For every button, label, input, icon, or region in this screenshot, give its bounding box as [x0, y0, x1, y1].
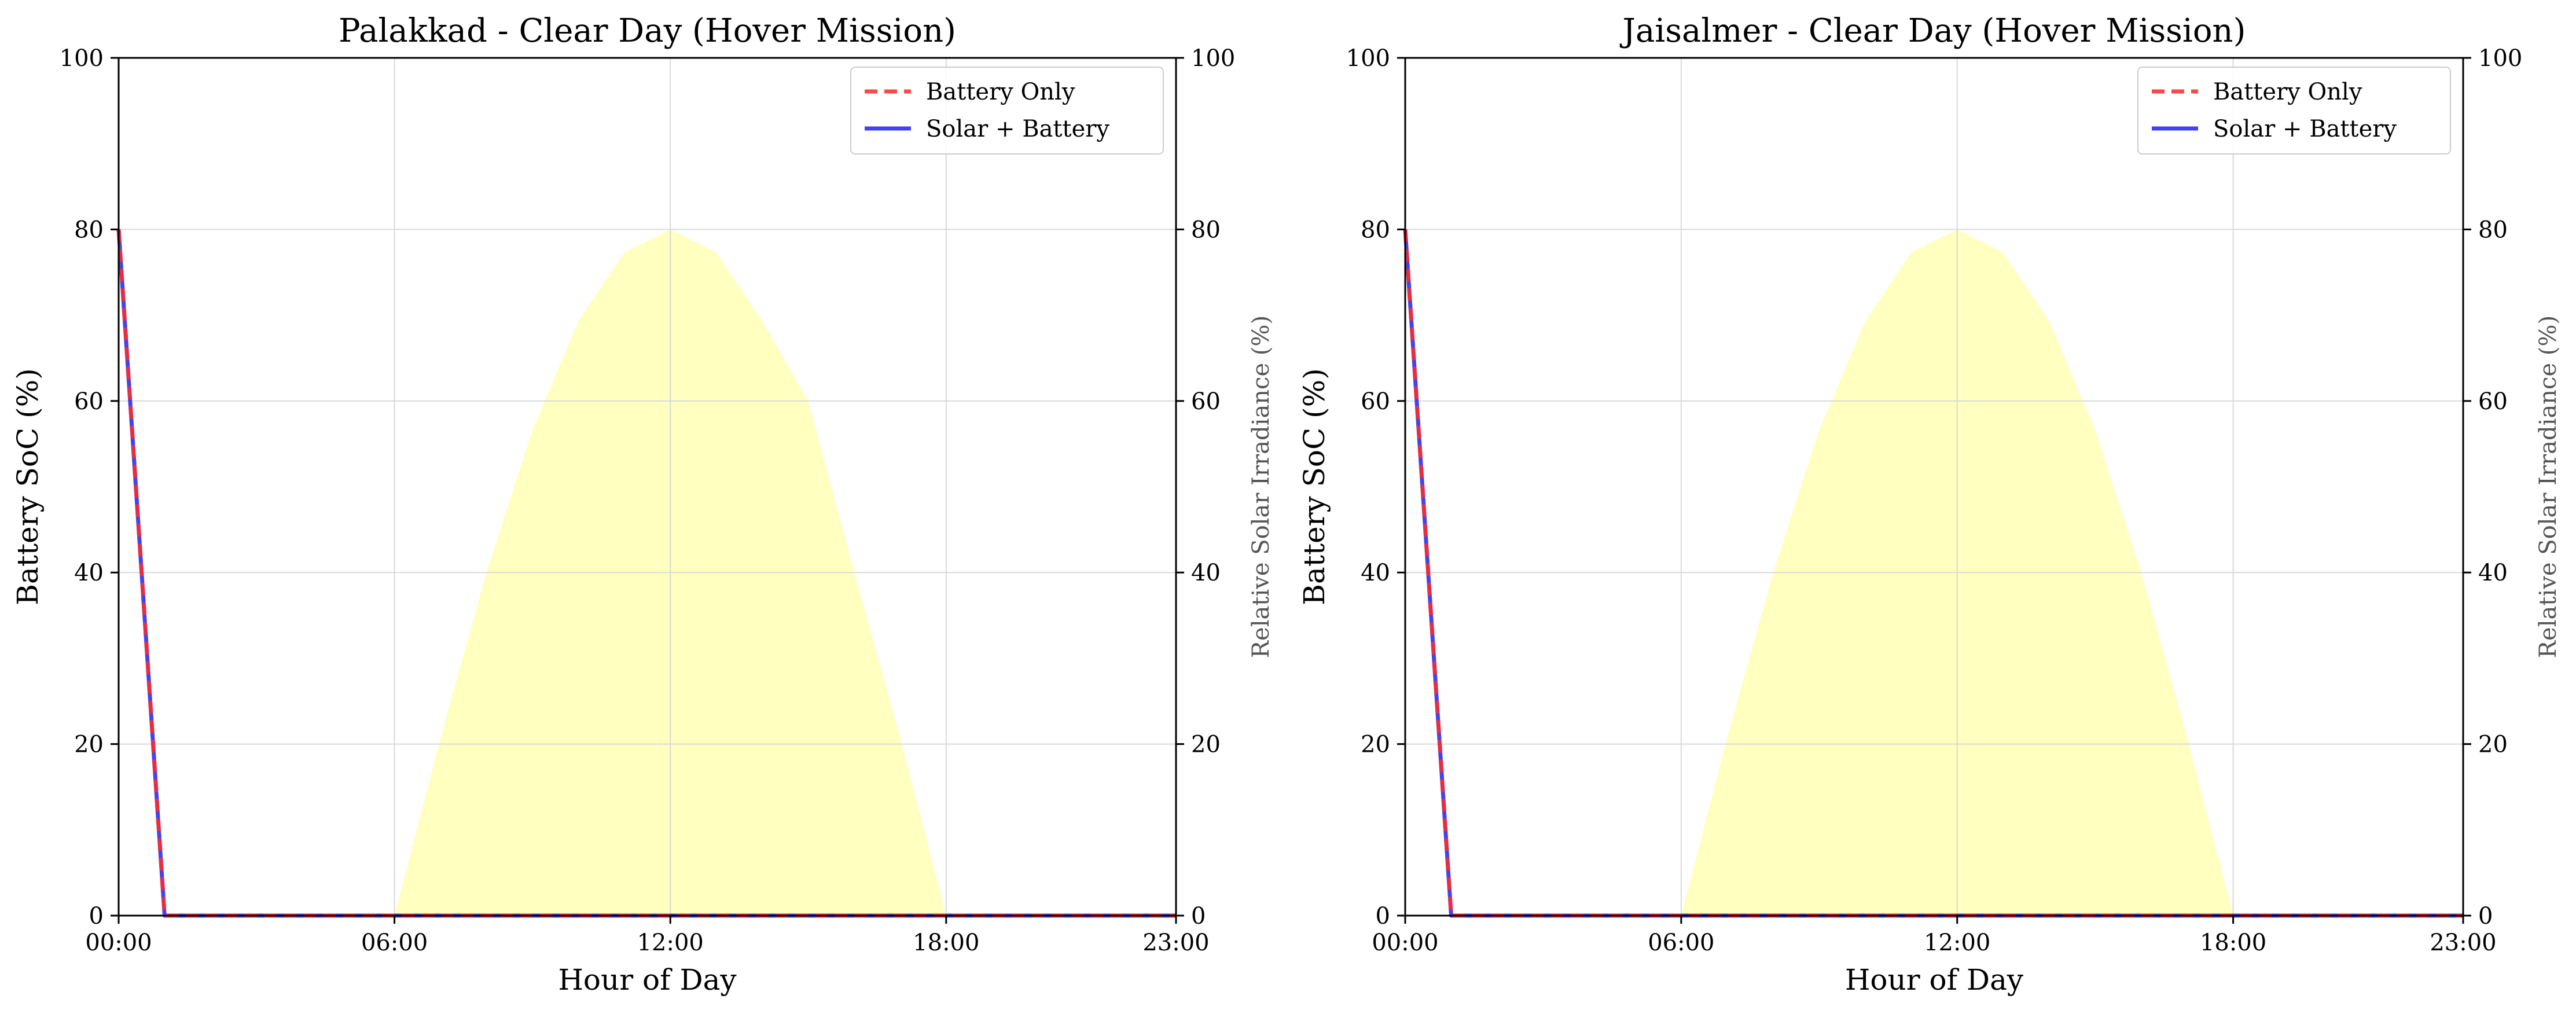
y-tick-label: 0	[1376, 903, 1390, 930]
y-axis-label: Battery SoC (%)	[1298, 368, 1331, 605]
y-axis-label: Battery SoC (%)	[11, 368, 45, 605]
legend-entry: Solar + Battery	[926, 116, 1109, 142]
chart-title: Palakkad - Clear Day (Hover Mission)	[339, 12, 956, 50]
x-tick-label: 00:00	[1372, 930, 1438, 956]
legend-entry: Solar + Battery	[2213, 116, 2397, 142]
x-tick-label: 18:00	[913, 930, 979, 956]
y2-tick-label: 20	[2478, 732, 2508, 758]
legend-entry: Battery Only	[926, 79, 1075, 105]
y2-tick-label: 80	[2478, 216, 2508, 243]
y2-tick-label: 40	[1191, 560, 1221, 586]
legend-entry: Battery Only	[2213, 79, 2362, 105]
y-tick-label: 100	[1346, 45, 1390, 72]
x-tick-label: 18:00	[2200, 930, 2266, 956]
y2-tick-label: 0	[2478, 903, 2493, 930]
y2-tick-label: 20	[1191, 732, 1221, 758]
x-tick-label: 06:00	[361, 930, 428, 956]
y-tick-label: 20	[1361, 732, 1390, 758]
y2-tick-label: 100	[2478, 45, 2522, 72]
plot-frame	[1404, 57, 2464, 917]
x-axis-label: Hour of Day	[558, 963, 737, 997]
legend: Battery Only Solar + Battery	[2137, 67, 2451, 155]
y2-tick-label: 100	[1191, 45, 1235, 72]
y-tick-label: 60	[1361, 388, 1390, 415]
x-axis-label: Hour of Day	[1845, 963, 2024, 997]
legend-box	[850, 67, 1164, 155]
x-tick-label: 23:00	[1142, 930, 1209, 956]
y-tick-label: 80	[1361, 216, 1390, 243]
y-tick-label: 40	[1361, 560, 1390, 586]
x-tick-label: 00:00	[85, 930, 152, 956]
chart-palakkad: 00:00 06:00 12:00 18:00 23:00020406080100020…	[11, 12, 1274, 997]
x-tick-label: 12:00	[637, 930, 704, 956]
y-tick-label: 0	[89, 903, 104, 930]
legend: Battery Only Solar + Battery	[850, 67, 1164, 155]
chart-jaisalmer: 00:00 06:00 12:00 18:00 23:00020406080100020…	[1298, 12, 2562, 997]
y2-tick-label: 60	[2478, 388, 2508, 415]
chart-title: Jaisalmer - Clear Day (Hover Mission)	[1620, 12, 2246, 50]
y2-tick-label: 60	[1191, 388, 1221, 415]
y2-axis-label: Relative Solar Irradiance (%)	[2535, 315, 2562, 658]
legend-box	[2137, 67, 2451, 155]
y2-tick-label: 0	[1191, 903, 1206, 930]
y-tick-label: 40	[74, 560, 104, 586]
x-tick-label: 23:00	[2430, 930, 2496, 956]
y-tick-label: 100	[60, 45, 104, 72]
plot-frame	[117, 57, 1177, 917]
x-tick-label: 06:00	[1648, 930, 1714, 956]
y2-tick-label: 80	[1191, 216, 1221, 243]
y-tick-label: 80	[74, 216, 104, 243]
y2-axis-label: Relative Solar Irradiance (%)	[1248, 315, 1274, 658]
y-tick-label: 60	[74, 388, 104, 415]
y2-tick-label: 40	[2478, 560, 2508, 586]
x-tick-label: 12:00	[1924, 930, 1990, 956]
y-tick-label: 20	[74, 732, 104, 758]
